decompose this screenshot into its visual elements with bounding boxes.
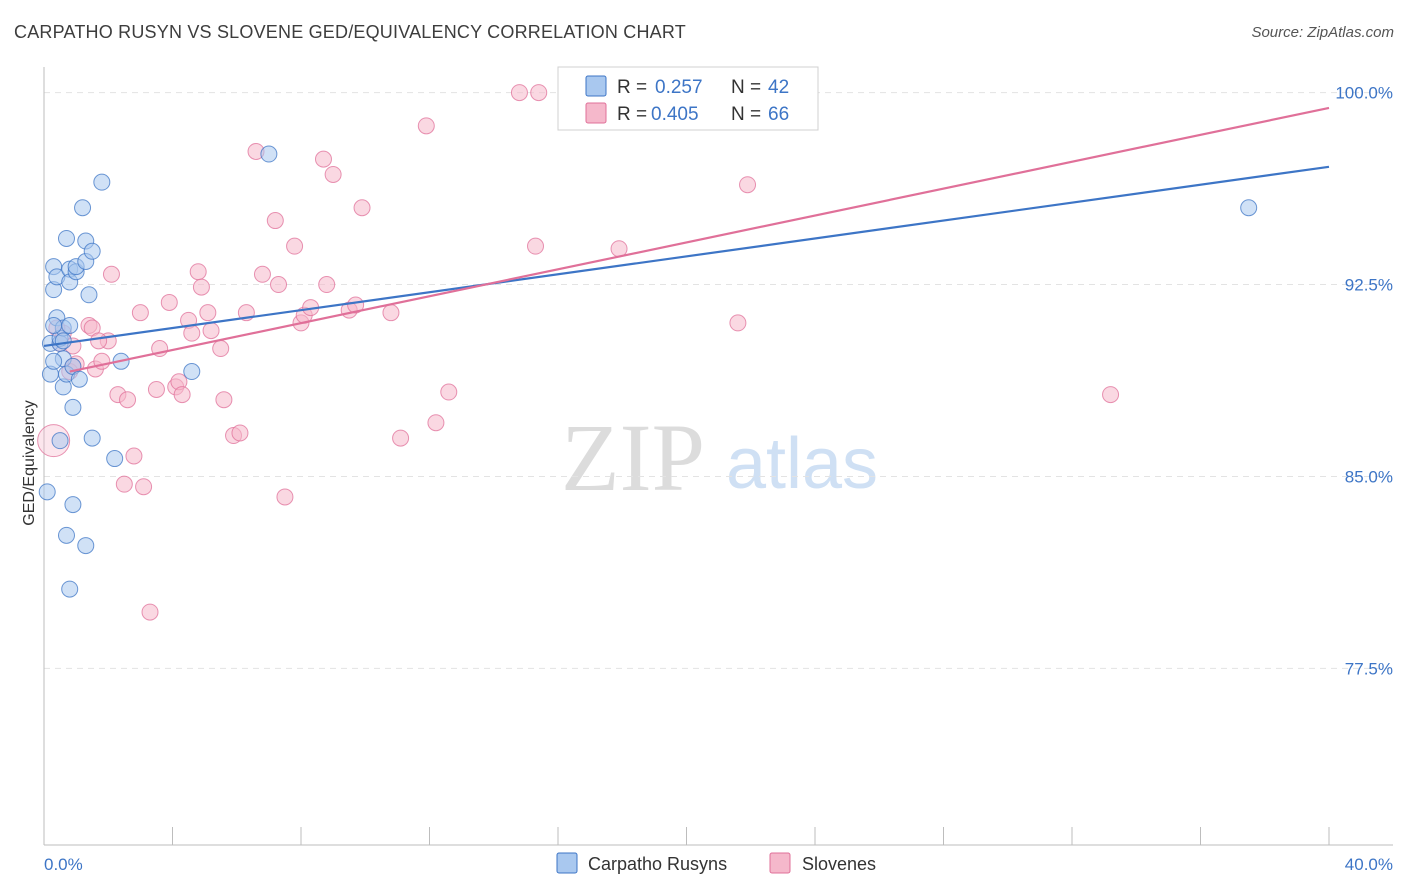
slovene-point xyxy=(141,603,159,621)
slovenes-points xyxy=(37,84,1120,621)
series-legend-swatch-blue xyxy=(556,852,578,874)
y-tick-labels: 100.0% 92.5% 85.0% 77.5% xyxy=(1335,84,1393,679)
slovene-point xyxy=(199,304,217,322)
legend-swatch-pink xyxy=(585,102,607,124)
slovene-point xyxy=(266,212,284,230)
legend-n-value-blue: 42 xyxy=(768,77,789,98)
slovene-point xyxy=(119,391,137,409)
slovene-point xyxy=(215,391,233,409)
series-legend-swatch-pink xyxy=(769,852,791,874)
slovene-point xyxy=(192,278,210,296)
legend-r-label-pink: R = xyxy=(617,104,647,125)
slovene-point xyxy=(324,165,342,183)
y-tick-label: 77.5% xyxy=(1345,659,1393,678)
legend-r-value-pink: 0.405 xyxy=(651,104,699,125)
axes xyxy=(43,67,1393,846)
slovene-point xyxy=(270,276,288,294)
slovene-point xyxy=(231,424,249,442)
carpatho-rusyn-point xyxy=(51,432,69,450)
legend-n-label-pink: N = xyxy=(731,104,761,125)
carpatho-rusyn-point xyxy=(64,398,82,416)
series-legend: Carpatho Rusyns Slovenes xyxy=(556,852,876,874)
carpatho-rusyn-point xyxy=(77,537,95,555)
slovene-point xyxy=(183,324,201,342)
slovene-point xyxy=(527,237,545,255)
x-tick-label-min: 0.0% xyxy=(44,855,83,874)
carpatho-rusyn-point xyxy=(70,370,88,388)
slovene-point xyxy=(276,488,294,506)
slovene-point xyxy=(253,265,271,283)
slovene-point xyxy=(1102,386,1120,404)
carpatho-rusyn-point xyxy=(61,580,79,598)
carpatho-rusyn-point xyxy=(74,199,92,217)
slovene-point xyxy=(318,276,336,294)
trend-lines xyxy=(43,106,1330,373)
slovene-point xyxy=(212,340,230,358)
gridlines xyxy=(44,92,1393,669)
legend-n-label-blue: N = xyxy=(731,77,761,98)
legend-n-value-pink: 66 xyxy=(768,104,789,125)
slovene-point xyxy=(392,429,410,447)
carpatho-rusyn-point xyxy=(45,316,63,334)
slovene-point xyxy=(90,332,108,350)
slovene-point xyxy=(440,383,458,401)
legend-swatch-blue xyxy=(585,75,607,97)
slovene-point xyxy=(160,293,178,311)
slovene-point xyxy=(189,263,207,281)
legend-r-label-blue: R = xyxy=(617,77,647,98)
carpatho-rusyns-points xyxy=(38,145,1258,598)
slovene-point xyxy=(125,447,143,465)
slovene-point xyxy=(427,414,445,432)
carpatho-rusyn-point xyxy=(93,173,111,191)
slovenes-trend-line xyxy=(69,106,1330,373)
y-tick-label: 92.5% xyxy=(1345,276,1393,295)
carpatho-rusyn-point xyxy=(80,286,98,304)
carpatho-rusyn-point xyxy=(260,145,278,163)
carpatho-rusyn-point xyxy=(38,483,56,501)
slovene-point xyxy=(417,117,435,135)
slovene-point xyxy=(353,199,371,217)
watermark-atlas: atlas xyxy=(726,424,878,504)
carpatho-rusyn-point xyxy=(106,450,124,468)
slovene-point xyxy=(115,475,133,493)
series-legend-label-blue: Carpatho Rusyns xyxy=(588,854,727,874)
slovene-point xyxy=(530,84,548,102)
slovene-point xyxy=(739,176,757,194)
source-credit: Source: ZipAtlas.com xyxy=(1251,24,1394,41)
y-tick-label: 100.0% xyxy=(1335,84,1393,103)
carpatho-rusyn-point xyxy=(54,332,72,350)
series-legend-label-pink: Slovenes xyxy=(802,854,876,874)
carpatho-rusyn-point xyxy=(83,429,101,447)
stats-legend: R = 0.257 N = 42 R = 0.405 N = 66 xyxy=(557,66,819,131)
slovene-point xyxy=(314,150,332,168)
watermark-zip: ZIP xyxy=(561,404,705,511)
slovene-point xyxy=(131,304,149,322)
carpatho-rusyns-trend-line xyxy=(43,165,1330,348)
carpatho-rusyn-point xyxy=(57,229,75,247)
slovene-point xyxy=(729,314,747,332)
carpatho-rusyn-point xyxy=(57,526,75,544)
legend-r-value-blue: 0.257 xyxy=(655,77,703,98)
carpatho-rusyn-point xyxy=(183,363,201,381)
slovene-point xyxy=(135,478,153,496)
slovene-point xyxy=(202,322,220,340)
slovene-point xyxy=(173,386,191,404)
x-tick-label-max: 40.0% xyxy=(1345,855,1393,874)
y-axis-title: GED/Equivalency xyxy=(21,400,38,525)
y-tick-label: 85.0% xyxy=(1345,467,1393,486)
slovene-point xyxy=(510,84,528,102)
carpatho-rusyn-point xyxy=(83,242,101,260)
carpatho-rusyn-point xyxy=(45,352,63,370)
slovene-point xyxy=(286,237,304,255)
slovene-point xyxy=(147,380,165,398)
carpatho-rusyn-point xyxy=(61,316,79,334)
carpatho-rusyn-point xyxy=(1240,199,1258,217)
slovene-point xyxy=(102,265,120,283)
slovene-point xyxy=(382,304,400,322)
chart-title: CARPATHO RUSYN VS SLOVENE GED/EQUIVALENC… xyxy=(14,22,686,42)
carpatho-rusyn-point xyxy=(64,496,82,514)
